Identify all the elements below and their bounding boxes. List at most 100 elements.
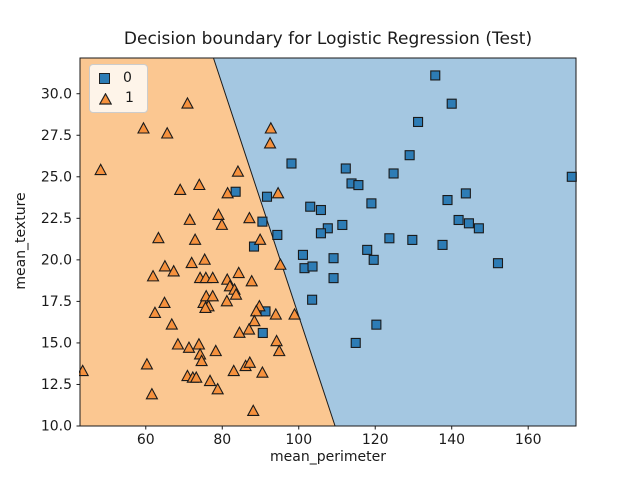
scatter-point-class0 (272, 229, 283, 240)
scatter-point-class1 (263, 136, 277, 149)
scatter-point-class1 (270, 334, 283, 347)
scatter-point-class1 (269, 307, 283, 320)
scatter-point-class0 (315, 204, 326, 216)
scatter-point-class0 (473, 223, 484, 234)
scatter-point-class0 (446, 98, 457, 109)
scatter-point-class1 (173, 183, 187, 196)
x-axis-label: mean_perimeter (270, 449, 386, 465)
y-tick-label: 15.0 (41, 336, 72, 352)
scatter-point-class1 (158, 296, 171, 309)
scatter-point-class1 (209, 344, 223, 357)
scatter-point-class0 (337, 219, 348, 231)
scatter-point-class1 (146, 269, 160, 282)
scatter-point-class1 (192, 178, 206, 191)
scatter-point-class1 (140, 357, 154, 370)
scatter-point-class1 (198, 252, 212, 265)
legend-label-class0: 0 (123, 70, 132, 86)
scatter-point-class0 (566, 171, 577, 182)
scatter-point-class1 (220, 294, 234, 307)
scatter-point-class0 (230, 186, 241, 197)
scatter-point-class1 (253, 232, 267, 245)
scatter-point-class0 (460, 188, 471, 199)
scatter-point-class1 (192, 337, 206, 350)
scatter-point-class1 (271, 186, 285, 199)
scatter-point-class0 (463, 218, 474, 229)
scatter-point-class1 (148, 306, 162, 318)
x-tick-label: 140 (438, 432, 465, 448)
scatter-point-class1 (247, 314, 261, 327)
scatter-point-class1 (206, 289, 220, 302)
plot-border (79, 57, 577, 427)
legend-square-marker-icon (99, 73, 110, 84)
scatter-point-class1 (206, 271, 220, 284)
scatter-point-class0 (437, 239, 448, 250)
scatter-point-class1 (182, 340, 196, 353)
x-tick-label: 120 (362, 432, 389, 448)
scatter-point-class1 (232, 266, 246, 279)
scatter-point-class0 (350, 337, 361, 348)
legend-label-class1: 1 (125, 90, 134, 106)
y-tick-label: 12.5 (41, 377, 72, 393)
scatter-point-class0 (366, 198, 377, 209)
legend-item-class0: 0 (99, 71, 134, 86)
scatter-point-class0 (362, 244, 373, 255)
scatter-point-class0 (328, 253, 339, 264)
scatter-point-class1 (203, 374, 217, 387)
scatter-point-class1 (195, 354, 209, 367)
scatter-point-class1 (272, 344, 286, 357)
scatter-point-class1 (243, 355, 257, 368)
legend-item-class1: 1 (99, 91, 134, 106)
scatter-point-class0 (492, 258, 504, 269)
scatter-point-class0 (297, 249, 309, 260)
scatter-point-class0 (305, 201, 316, 212)
scatter-point-class1 (255, 365, 269, 378)
y-tick-label: 25.0 (41, 169, 72, 185)
scatter-point-class0 (257, 216, 268, 227)
scatter-point-class1 (264, 121, 278, 134)
x-tick-label: 80 (213, 432, 231, 448)
x-tick-label: 60 (137, 432, 155, 448)
scatter-point-class1 (233, 326, 246, 338)
legend-triangle-marker-icon (99, 92, 112, 105)
scatter-point-class1 (167, 264, 181, 277)
scatter-point-class1 (94, 163, 108, 176)
scatter-point-class1 (288, 307, 301, 320)
scatter-point-class1 (273, 257, 287, 270)
scatter-point-class0 (442, 194, 453, 206)
scatter-point-class1 (229, 287, 243, 300)
scatter-point-class1 (227, 364, 241, 377)
scatter-point-class1 (245, 274, 259, 287)
y-tick-label: 17.5 (41, 294, 72, 310)
scatter-point-class1 (158, 259, 172, 272)
x-tick-label: 100 (285, 432, 312, 448)
scatter-point-class0 (384, 233, 395, 244)
scatter-point-class0 (407, 234, 418, 245)
scatter-point-class1 (160, 126, 174, 139)
scatter-point-class0 (286, 158, 297, 169)
scatter-point-class1 (215, 218, 229, 230)
scatter-points (79, 70, 577, 416)
scatter-point-class1 (145, 387, 159, 400)
scatter-point-class1 (242, 211, 256, 224)
scatter-point-class1 (249, 304, 263, 317)
scatter-point-class0 (257, 327, 268, 339)
class1-region (80, 58, 336, 426)
decision-boundary-line (212, 57, 336, 427)
scatter-point-class0 (368, 254, 379, 265)
x-tick-label: 160 (515, 432, 542, 448)
scatter-point-class0 (353, 180, 364, 191)
scatter-point-class1 (242, 322, 256, 335)
scatter-point-class1 (212, 208, 225, 220)
scatter-point-class0 (413, 116, 424, 128)
scatter-point-class1 (221, 186, 235, 199)
y-tick-label: 22.5 (41, 211, 72, 227)
scatter-point-class1 (246, 404, 260, 416)
scatter-point-class0 (261, 191, 273, 202)
scatter-point-class0 (404, 150, 415, 161)
scatter-point-class1 (137, 121, 150, 134)
scatter-point-class1 (199, 301, 212, 313)
scatter-point-class0 (248, 241, 260, 252)
y-tick-label: 27.5 (41, 128, 72, 144)
